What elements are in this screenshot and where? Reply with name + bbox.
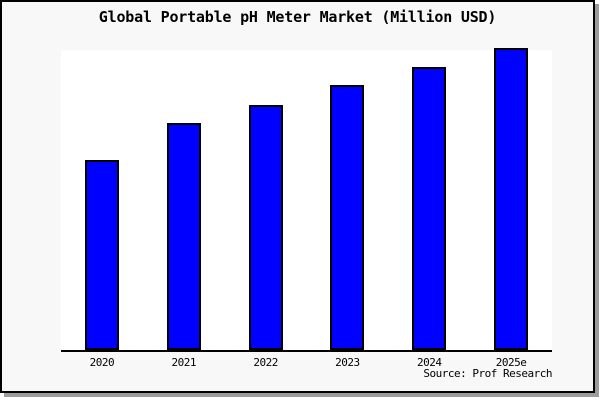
source-credit: Source: Prof Research xyxy=(423,367,552,380)
x-tick-label-2025e: 2025e xyxy=(495,356,527,369)
bar-2021 xyxy=(166,123,201,350)
bar-2023 xyxy=(330,85,365,350)
bar-2024 xyxy=(412,67,447,350)
x-tick-label-2021: 2021 xyxy=(171,356,197,369)
chart-title: Global Portable pH Meter Market (Million… xyxy=(98,8,497,26)
bar-2020 xyxy=(84,160,119,350)
chart-frame: Global Portable pH Meter Market (Million… xyxy=(0,0,595,393)
bar-2025e xyxy=(494,48,529,350)
bar-2022 xyxy=(248,105,283,350)
x-tick-label-2023: 2023 xyxy=(335,356,360,369)
x-tick-label-2022: 2022 xyxy=(253,356,278,369)
x-tick-label-2024: 2024 xyxy=(417,356,442,369)
x-tick-label-2020: 2020 xyxy=(89,356,115,369)
plot-area: 2020 2021 2022 2023 2024 2025e xyxy=(61,48,552,369)
